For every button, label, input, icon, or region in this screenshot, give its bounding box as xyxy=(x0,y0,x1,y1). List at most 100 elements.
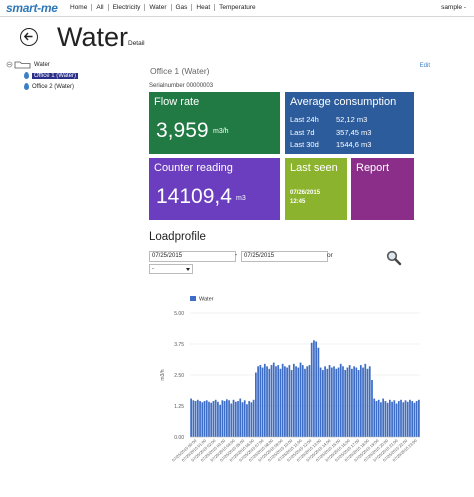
nav-water[interactable]: Water xyxy=(144,4,170,11)
tile-title: Report xyxy=(356,162,390,174)
bar xyxy=(344,370,347,437)
bar xyxy=(377,399,380,437)
bar xyxy=(232,399,235,437)
avg-value-7d: 357,45 m3 xyxy=(336,127,372,137)
bar xyxy=(241,402,244,437)
bar xyxy=(368,366,371,437)
bar xyxy=(339,363,342,437)
interval-value: - xyxy=(152,266,154,272)
bar xyxy=(237,401,239,437)
avg-label-7d: Last 7d xyxy=(290,127,315,137)
bar xyxy=(384,401,387,437)
bar xyxy=(194,401,197,437)
flow-rate-value: 3,959 xyxy=(156,119,209,142)
tree-item-label: Office 1 (Water) xyxy=(32,72,79,79)
avg-value-24h: 52,12 m3 xyxy=(336,115,368,124)
bar xyxy=(321,370,324,437)
user-menu[interactable]: sample - xyxy=(441,4,466,11)
bar xyxy=(353,366,355,437)
y-tick-label: 5.00 xyxy=(174,311,184,317)
edit-link[interactable]: Edit xyxy=(419,63,430,69)
bar xyxy=(290,370,293,437)
bar xyxy=(319,367,322,437)
bar xyxy=(348,365,351,437)
bar xyxy=(217,401,219,437)
last-seen-date: 07/26/2015 xyxy=(290,190,321,196)
bar xyxy=(406,401,409,437)
nav-temperature[interactable]: Temperature xyxy=(214,4,260,11)
bar xyxy=(239,398,242,437)
bar xyxy=(328,365,331,437)
bar xyxy=(223,401,226,437)
chevron-down-icon xyxy=(186,268,190,271)
page-title: Water xyxy=(57,22,129,52)
y-tick-label: 3.75 xyxy=(174,342,184,348)
bar xyxy=(333,366,335,437)
bar xyxy=(375,401,378,437)
bar xyxy=(230,403,233,437)
back-button[interactable] xyxy=(20,28,38,46)
date-to-input[interactable]: 07/25/2015 xyxy=(241,251,328,262)
nav-electricity[interactable]: Electricity xyxy=(107,4,145,11)
flow-rate-tile[interactable]: Flow rate 3,959 m3/h xyxy=(149,92,280,154)
nav-heat[interactable]: Heat xyxy=(191,4,214,11)
bar xyxy=(210,402,213,437)
interval-select[interactable]: - xyxy=(149,264,193,274)
bar xyxy=(284,366,286,437)
avg-label-24h: Last 24h xyxy=(290,115,319,124)
bar xyxy=(248,401,251,437)
bar xyxy=(225,399,228,437)
bar xyxy=(359,365,362,437)
bar xyxy=(395,403,398,437)
tree-root[interactable]: Water xyxy=(6,59,78,70)
report-tile[interactable]: Report xyxy=(351,158,414,220)
nav-home[interactable]: Home xyxy=(70,4,88,11)
y-tick-label: 0.00 xyxy=(174,435,184,441)
y-tick-label: 1.25 xyxy=(174,404,184,410)
bar xyxy=(397,401,400,437)
counter-unit: m3 xyxy=(236,195,246,202)
bar xyxy=(295,366,297,437)
logo[interactable]: smart-me xyxy=(6,1,58,15)
bar xyxy=(346,367,349,437)
tree-item-office-1[interactable]: Office 1 (Water) xyxy=(6,70,79,81)
bar xyxy=(259,365,262,437)
top-bar: smart-me Home All Electricity Water Gas … xyxy=(0,0,474,17)
last-seen-tile[interactable]: Last seen 07/26/2015 12:45 xyxy=(285,158,347,220)
search-icon[interactable] xyxy=(386,250,402,266)
bar xyxy=(286,367,289,437)
bar xyxy=(388,399,391,437)
average-consumption-tile[interactable]: Average consumption Last 24h Last 7d Las… xyxy=(285,92,414,154)
folder-icon xyxy=(14,61,31,69)
counter-value: 14109,4 xyxy=(156,185,232,208)
serial-number: Serialnumber 00000003 xyxy=(149,83,214,89)
bar xyxy=(306,366,309,437)
bar xyxy=(337,367,340,437)
bar xyxy=(275,366,277,437)
bar xyxy=(393,400,396,437)
bar xyxy=(250,402,253,437)
bar xyxy=(263,363,266,437)
tree-item-label: Office 2 (Water) xyxy=(32,83,75,90)
bar xyxy=(357,370,360,437)
bar xyxy=(208,401,210,437)
bar xyxy=(366,368,369,437)
nav-all[interactable]: All xyxy=(91,4,107,11)
tree-item-office-2[interactable]: Office 2 (Water) xyxy=(6,81,78,92)
bar xyxy=(219,404,222,437)
avg-value-30d: 1544,6 m3 xyxy=(336,140,372,149)
bar xyxy=(371,379,373,437)
or-label: or xyxy=(327,252,333,259)
bar xyxy=(342,366,344,437)
counter-reading-tile[interactable]: Counter reading 14109,4 m3 xyxy=(149,158,280,220)
tile-title: Last seen xyxy=(290,162,338,174)
flow-rate-unit: m3/h xyxy=(213,128,229,135)
legend-swatch xyxy=(190,296,196,301)
nav-gas[interactable]: Gas xyxy=(170,4,192,11)
date-from-input[interactable]: 07/25/2015 xyxy=(149,251,236,262)
bar xyxy=(257,366,259,437)
bar xyxy=(330,367,333,437)
bar xyxy=(301,365,304,437)
collapse-icon[interactable] xyxy=(6,61,13,68)
